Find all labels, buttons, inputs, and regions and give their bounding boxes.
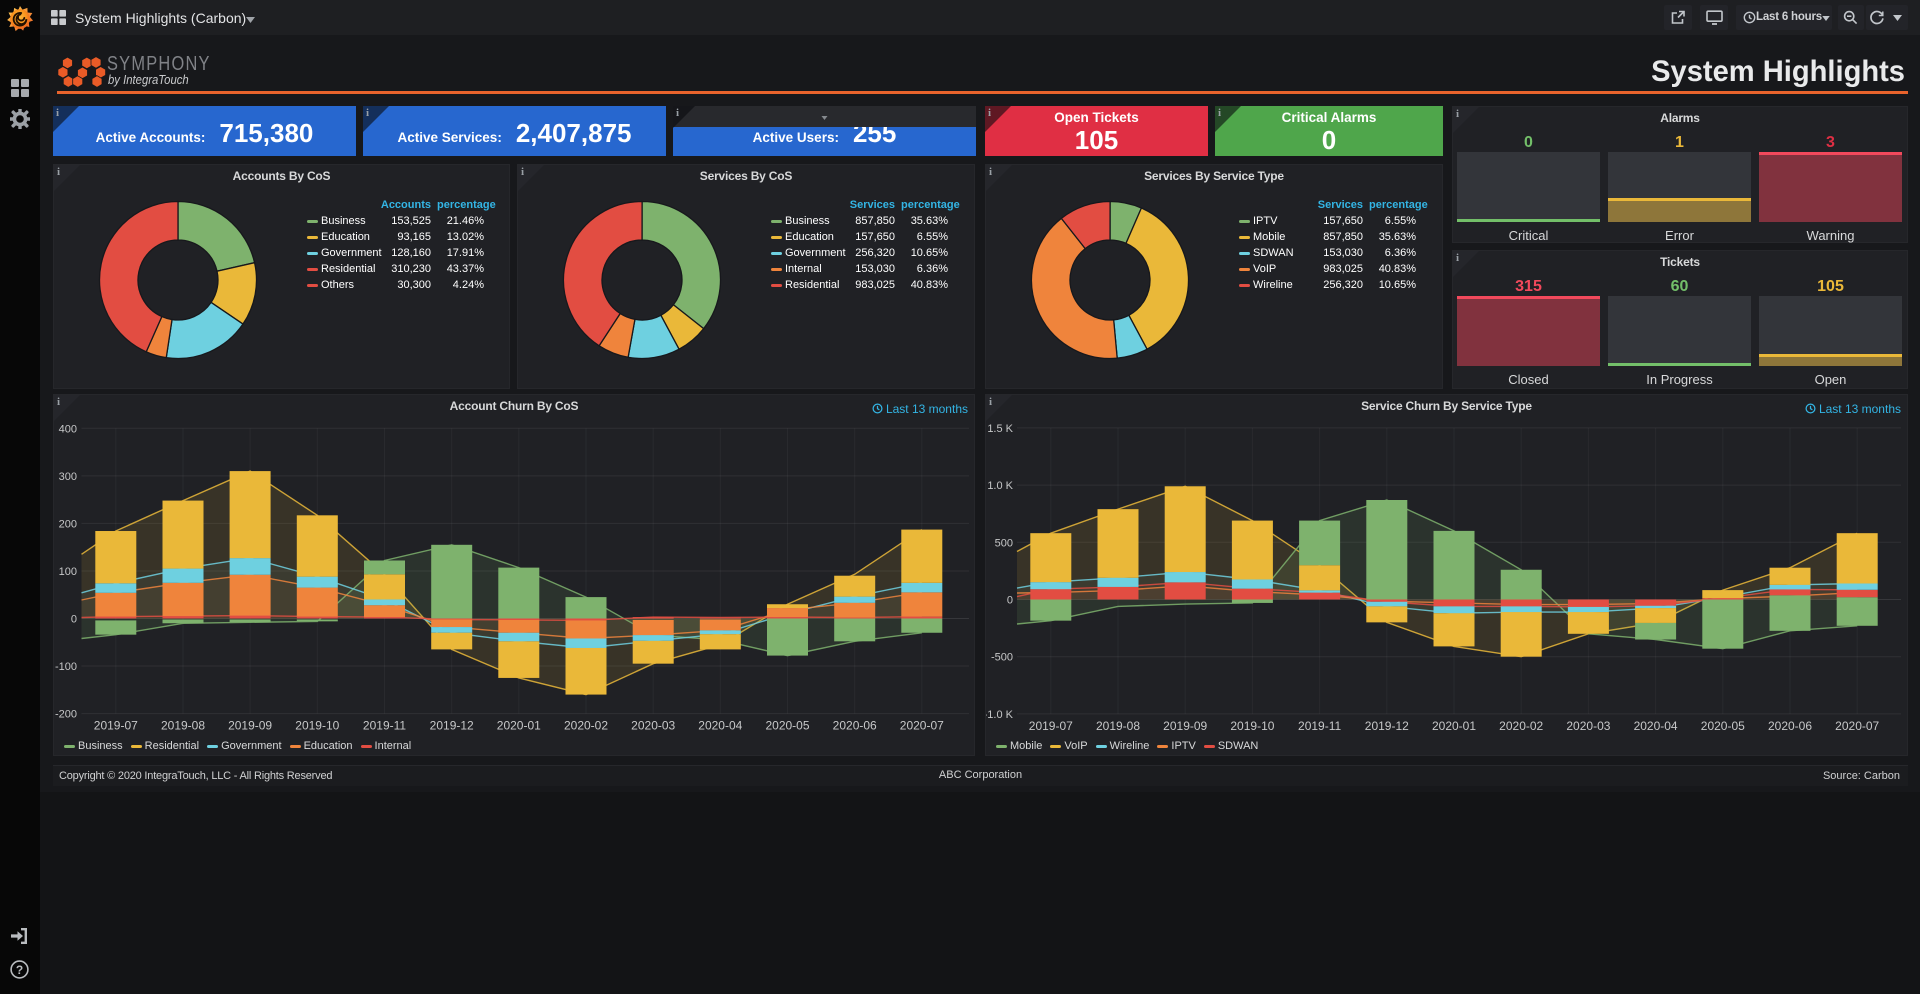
svg-text:100: 100 <box>59 566 77 578</box>
svg-text:2019-12: 2019-12 <box>430 719 474 733</box>
svg-text:2020-02: 2020-02 <box>1499 719 1543 733</box>
svg-text:200: 200 <box>59 518 77 530</box>
svg-text:2019-08: 2019-08 <box>1096 719 1140 733</box>
svg-text:500: 500 <box>995 537 1013 549</box>
svg-text:?: ? <box>16 963 23 977</box>
svg-text:2020-01: 2020-01 <box>1432 719 1476 733</box>
svg-text:2019-11: 2019-11 <box>1298 719 1341 733</box>
svg-text:2020-03: 2020-03 <box>1566 719 1610 733</box>
svg-text:2020-07: 2020-07 <box>900 719 944 733</box>
svg-text:2019-12: 2019-12 <box>1365 719 1409 733</box>
svg-text:2020-02: 2020-02 <box>564 719 608 733</box>
svg-text:2019-09: 2019-09 <box>1163 719 1207 733</box>
svg-text:2020-06: 2020-06 <box>833 719 877 733</box>
svg-text:2019-07: 2019-07 <box>1029 719 1073 733</box>
svg-text:400: 400 <box>59 423 77 435</box>
svg-text:0: 0 <box>1007 595 1013 607</box>
svg-text:-1.0 K: -1.0 K <box>986 709 1014 721</box>
svg-text:2020-05: 2020-05 <box>1701 719 1745 733</box>
svg-text:2019-07: 2019-07 <box>94 719 138 733</box>
svg-text:-100: -100 <box>55 661 77 673</box>
svg-text:2020-01: 2020-01 <box>497 719 541 733</box>
svg-text:-500: -500 <box>991 652 1013 664</box>
svg-text:2019-11: 2019-11 <box>363 719 406 733</box>
svg-text:300: 300 <box>59 471 77 483</box>
svg-text:-200: -200 <box>55 709 77 721</box>
svg-text:2019-09: 2019-09 <box>228 719 272 733</box>
svg-text:2020-05: 2020-05 <box>765 719 809 733</box>
svg-text:2019-10: 2019-10 <box>295 719 339 733</box>
svg-text:2020-04: 2020-04 <box>698 719 742 733</box>
svg-text:1.0 K: 1.0 K <box>987 480 1013 492</box>
svg-text:2020-06: 2020-06 <box>1768 719 1812 733</box>
svg-text:2020-03: 2020-03 <box>631 719 675 733</box>
svg-text:0: 0 <box>71 614 77 626</box>
svg-text:1.5 K: 1.5 K <box>987 423 1013 435</box>
svg-text:2019-10: 2019-10 <box>1230 719 1274 733</box>
svg-text:2020-07: 2020-07 <box>1835 719 1879 733</box>
svg-text:2019-08: 2019-08 <box>161 719 205 733</box>
svg-text:2020-04: 2020-04 <box>1634 719 1678 733</box>
